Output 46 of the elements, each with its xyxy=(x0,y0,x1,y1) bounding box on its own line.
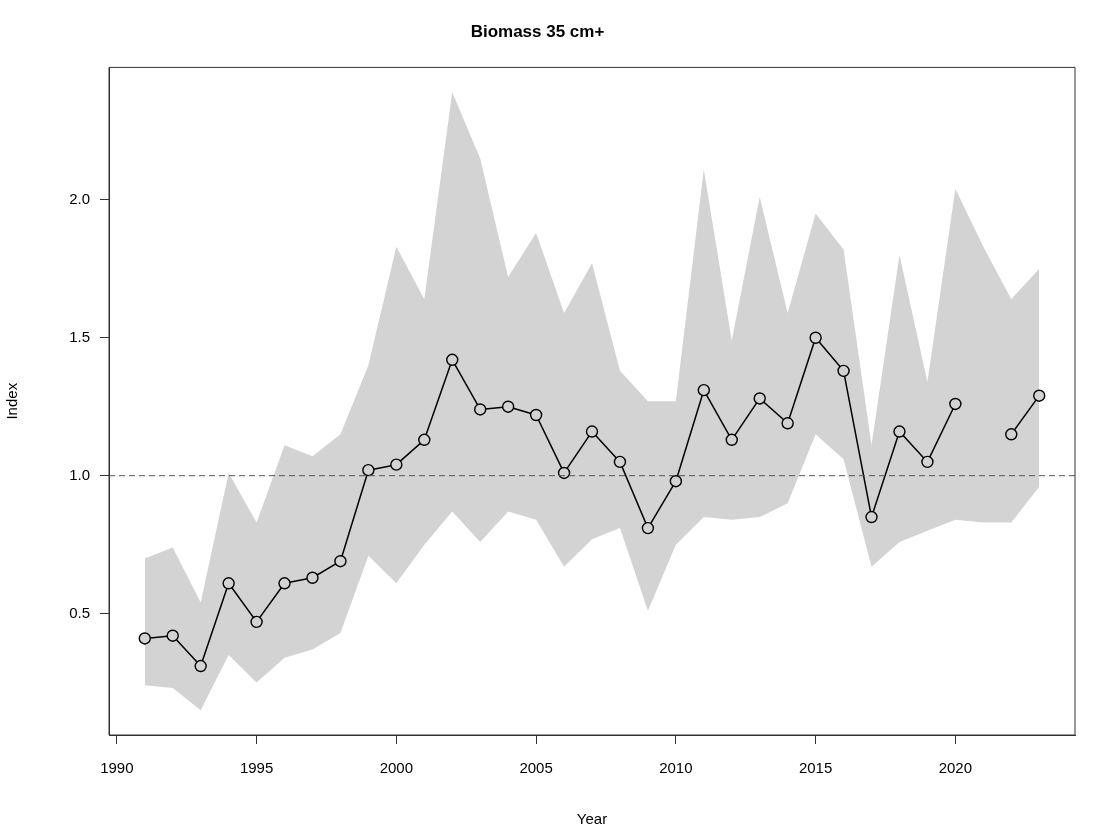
y-tick-label: 1.5 xyxy=(69,327,90,345)
point xyxy=(725,433,738,447)
point xyxy=(334,555,347,568)
point xyxy=(781,417,794,430)
point xyxy=(837,364,850,378)
x-tick-label: 1995 xyxy=(239,759,274,777)
point xyxy=(501,400,515,413)
point xyxy=(1005,428,1018,441)
point xyxy=(949,397,962,411)
point xyxy=(1033,389,1046,402)
y-tick-label: 1.0 xyxy=(69,465,90,483)
point xyxy=(585,425,599,438)
point xyxy=(529,408,543,422)
point xyxy=(753,392,766,405)
point xyxy=(557,466,571,480)
point xyxy=(809,331,822,344)
point xyxy=(418,433,431,447)
x-axis-title: Year xyxy=(576,810,608,828)
point xyxy=(222,577,235,590)
y-tick-label: 2.0 xyxy=(69,189,90,207)
point xyxy=(166,629,179,642)
chart-title: Biomass 35 cm+ xyxy=(470,21,605,41)
x-tick-label: 2020 xyxy=(938,759,973,777)
point xyxy=(194,659,207,673)
x-tick-label: 2010 xyxy=(659,759,693,777)
point xyxy=(138,632,151,645)
point xyxy=(362,463,375,477)
point xyxy=(250,615,263,629)
point xyxy=(306,571,319,584)
point xyxy=(446,353,459,367)
point xyxy=(921,455,934,469)
point xyxy=(613,455,627,469)
y-axis-title: Index xyxy=(3,382,21,420)
point xyxy=(473,403,487,416)
point xyxy=(893,425,906,438)
point xyxy=(697,383,711,397)
point xyxy=(641,521,655,535)
y-tick-label: 0.5 xyxy=(69,603,90,621)
point xyxy=(390,458,403,471)
x-tick-label: 2015 xyxy=(798,759,833,777)
point xyxy=(865,510,878,524)
x-tick-label: 2000 xyxy=(379,759,414,777)
point xyxy=(669,475,683,488)
x-tick-label: 1990 xyxy=(100,759,134,777)
point xyxy=(278,577,291,590)
x-tick-label: 2005 xyxy=(519,759,553,777)
